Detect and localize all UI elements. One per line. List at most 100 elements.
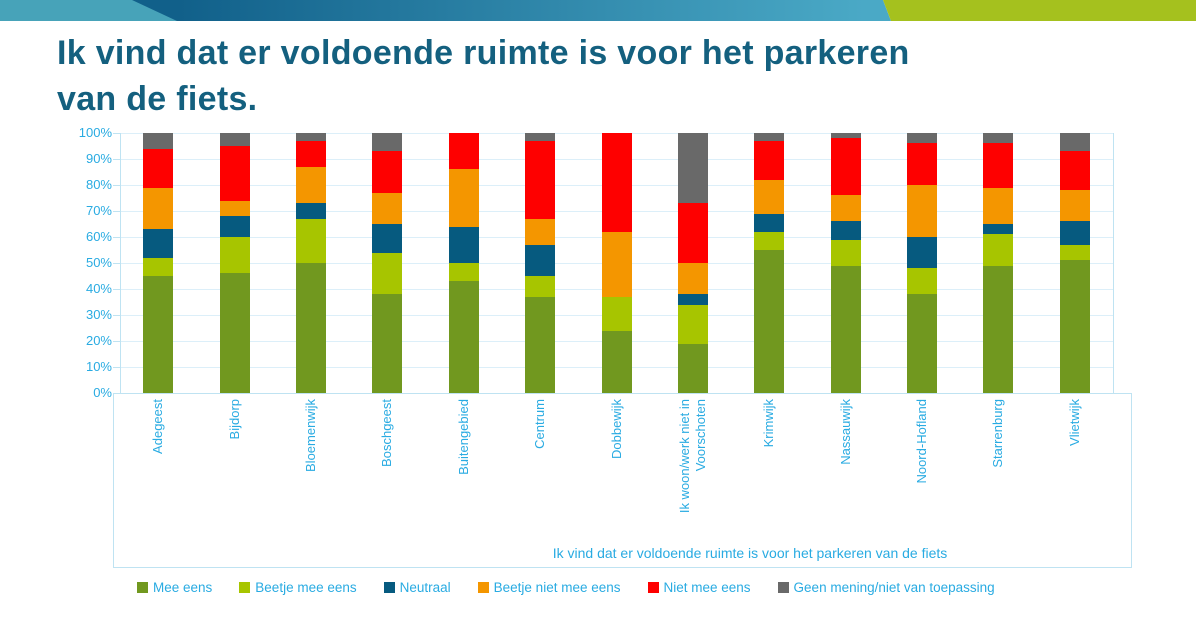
category-label: Adegeest: [150, 399, 166, 454]
bar-segment: [677, 304, 708, 344]
bar-Ik woon/werk niet in Voorschoten: [677, 133, 708, 393]
bar-segment: [1059, 244, 1090, 261]
chart-legend: Mee eens Beetje mee eens Neutraal Beetje ni…: [137, 580, 995, 595]
category-label: Dobbewijk: [608, 399, 624, 459]
bar-segment: [983, 133, 1014, 144]
y-tick-90%: [113, 159, 120, 160]
bar-segment: [983, 265, 1014, 393]
bar-segment: [448, 133, 479, 170]
bar-segment: [448, 169, 479, 227]
bar-segment: [295, 140, 326, 167]
bar-segment: [295, 133, 326, 141]
plot-right-border: [1113, 133, 1114, 393]
bar-segment: [983, 143, 1014, 188]
bar-segment: [830, 138, 861, 196]
legend-marker: [477, 582, 489, 593]
legend-label: Neutraal: [399, 580, 451, 595]
bar-segment: [601, 133, 632, 232]
legend-label: Geen mening/niet van toepassing: [793, 580, 995, 595]
y-axis-label: 0%: [93, 385, 112, 400]
legend-marker: [647, 582, 659, 593]
legend-marker: [137, 582, 148, 593]
bar-Bloemenwijk: [295, 133, 326, 393]
banner-green-shape: [883, 0, 1196, 21]
bar-segment: [1059, 151, 1090, 191]
legend-item: Mee eens: [137, 580, 212, 595]
bar-segment: [143, 229, 174, 258]
y-axis-label: 100%: [78, 125, 112, 140]
legend-marker: [383, 582, 395, 593]
bar-segment: [1059, 133, 1090, 152]
y-tick-40%: [113, 289, 120, 290]
category-label: Centrum: [532, 399, 548, 449]
y-axis-label: 10%: [85, 359, 112, 374]
bar-segment: [1059, 190, 1090, 222]
legend-label: Beetje niet mee eens: [493, 580, 621, 595]
category-label: Ik woon/werk niet in Voorschoten: [676, 399, 708, 514]
category-label: Krimwijk: [761, 399, 777, 448]
category-label: Bloemenwijk: [302, 399, 318, 472]
category-label: Noord-Hofland: [914, 399, 930, 484]
category-label: Starrenburg: [990, 399, 1006, 468]
bar-segment: [907, 185, 938, 238]
bar-segment: [1059, 260, 1090, 393]
bar-segment: [677, 263, 708, 295]
bar-Starrenburg: [983, 133, 1014, 393]
bar-Dobbewijk: [601, 133, 632, 393]
bar-segment: [295, 203, 326, 219]
bar-segment: [219, 216, 250, 238]
bar-segment: [983, 224, 1014, 235]
bar-segment: [525, 296, 556, 393]
bar-Krimwijk: [754, 133, 785, 393]
legend-item: Niet mee eens: [647, 580, 751, 595]
bar-Vlietwijk: [1059, 133, 1090, 393]
bar-segment: [983, 234, 1014, 266]
legend-marker: [777, 582, 789, 593]
category-label: Buitengebied: [455, 399, 471, 475]
bar-segment: [372, 224, 403, 253]
bar-segment: [143, 133, 174, 149]
bar-segment: [754, 133, 785, 141]
bar-segment: [219, 237, 250, 274]
bar-segment: [754, 231, 785, 250]
bar-segment: [907, 268, 938, 295]
bar-segment: [295, 166, 326, 204]
legend-item: Beetje mee eens: [239, 580, 357, 595]
bar-segment: [907, 294, 938, 393]
bar-plot-area: [120, 133, 1113, 393]
bar-segment: [219, 133, 250, 147]
bar-segment: [601, 330, 632, 393]
y-axis-label: 50%: [85, 255, 112, 270]
bar-Noord-Hofland: [907, 133, 938, 393]
legend-item: Neutraal: [383, 580, 451, 595]
bar-segment: [677, 133, 708, 204]
bar-Boschgeest: [372, 133, 403, 393]
bar-segment: [754, 213, 785, 232]
bar-segment: [143, 276, 174, 393]
y-axis-label: 60%: [85, 229, 112, 244]
y-tick-50%: [113, 263, 120, 264]
bar-segment: [448, 263, 479, 282]
legend-item: Beetje niet mee eens: [477, 580, 621, 595]
y-tick-30%: [113, 315, 120, 316]
bar-segment: [295, 263, 326, 393]
y-tick-70%: [113, 211, 120, 212]
bar-segment: [143, 148, 174, 188]
y-axis-label: 20%: [85, 333, 112, 348]
y-axis-label: 80%: [85, 177, 112, 192]
y-axis-label: 30%: [85, 307, 112, 322]
bar-segment: [295, 218, 326, 263]
bar-segment: [448, 281, 479, 393]
slide-title-line2: van de fiets.: [57, 80, 258, 118]
legend-item: Geen mening/niet van toepassing: [777, 580, 995, 595]
legend-label: Beetje mee eens: [255, 580, 357, 595]
y-tick-60%: [113, 237, 120, 238]
bar-segment: [830, 133, 861, 139]
bar-segment: [830, 265, 861, 393]
banner-dark-blue-shape: [132, 0, 891, 21]
bar-segment: [525, 244, 556, 277]
y-axis-label: 40%: [85, 281, 112, 296]
bar-segment: [525, 133, 556, 141]
header-banner: [0, 0, 1196, 21]
